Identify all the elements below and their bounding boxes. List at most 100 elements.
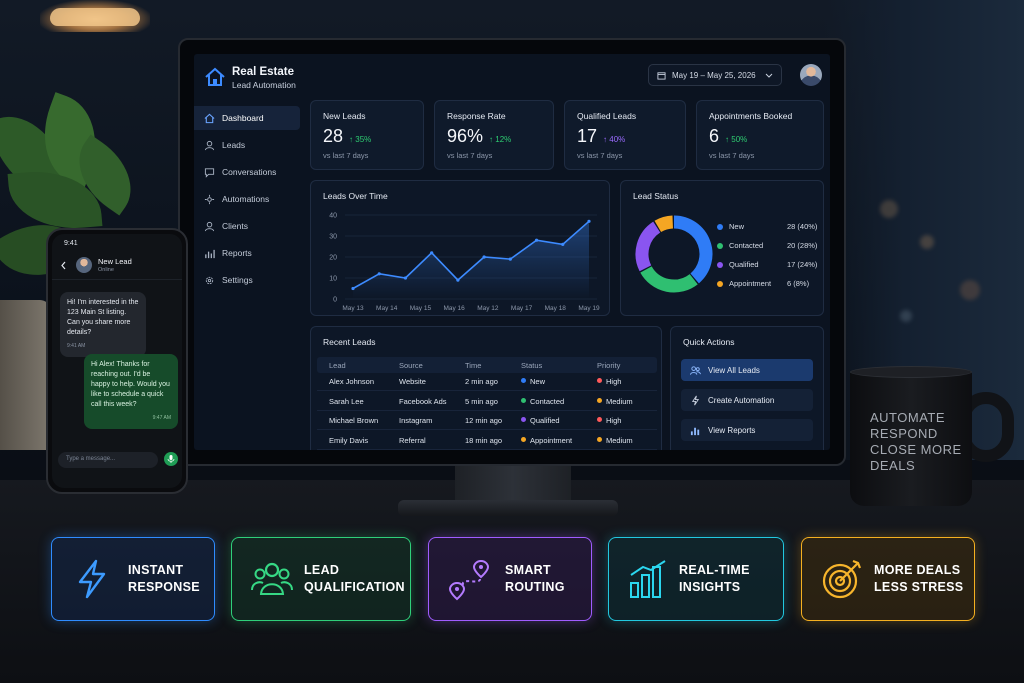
data-point[interactable]	[403, 276, 408, 280]
sidebar-item-label: Reports	[222, 248, 252, 258]
view-reports-button[interactable]: View Reports	[681, 419, 813, 441]
y-tick-label: 0	[333, 297, 337, 304]
kpi-card-appointments[interactable]: Appointments Booked 6 ↑ 50% vs last 7 day…	[696, 100, 824, 170]
legend-dot	[717, 281, 723, 287]
reports-icon	[205, 249, 215, 258]
kpi-title: Appointments Booked	[709, 111, 793, 121]
kpi-card-new-leads[interactable]: New Leads 28 ↑ 35% vs last 7 days	[310, 100, 424, 170]
legend-label: Appointment	[729, 279, 772, 288]
series-area	[353, 221, 589, 299]
kpi-change: ↑ 35%	[349, 135, 372, 144]
kpi-change: ↑ 40%	[603, 135, 626, 144]
message-input[interactable]: Type a message...	[58, 452, 158, 468]
kpi-change: ↑ 50%	[725, 135, 748, 144]
table-row[interactable]	[317, 412, 657, 430]
table-row[interactable]	[317, 373, 657, 391]
view-all-leads-button[interactable]: View All Leads	[681, 359, 813, 381]
table-cell-priority: Medium	[597, 436, 633, 445]
data-point[interactable]	[430, 251, 434, 255]
data-point[interactable]	[508, 257, 512, 261]
kpi-value: 17	[577, 126, 598, 146]
date-range-picker[interactable]: May 19 – May 25, 2026	[648, 64, 782, 86]
back-arrow-icon[interactable]	[60, 261, 67, 270]
data-point[interactable]	[534, 238, 539, 242]
table-cell-time: 12 min ago	[465, 416, 503, 425]
status-label: Appointment	[530, 435, 573, 445]
plant-pot	[0, 300, 50, 450]
mug-text-line: DEALS	[870, 458, 916, 473]
table-cell-source: Instagram	[399, 416, 433, 425]
table-cell-priority: High	[597, 377, 621, 386]
legend-dot	[717, 224, 723, 230]
sidebar-item-conversations[interactable]: Conversations	[194, 160, 300, 184]
sidebar-item-automations[interactable]: Automations	[194, 187, 300, 211]
kpi-card-qualified-leads[interactable]: Qualified Leads 17 ↑ 40% vs last 7 days	[564, 100, 686, 170]
contact-status: Online	[98, 267, 114, 273]
x-tick-label: May 12	[477, 305, 499, 312]
data-point[interactable]	[456, 278, 460, 282]
status-dot	[521, 397, 526, 403]
kpi-card-response-rate[interactable]: Response Rate 96% ↑ 12% vs last 7 days	[434, 100, 554, 170]
legend-item-appointment: Appointment 6 (8%)	[717, 278, 817, 290]
data-point[interactable]	[482, 255, 486, 259]
priority-label: High	[606, 377, 622, 386]
feature-title-line2: ROUTING	[505, 580, 565, 594]
sidebar-item-reports[interactable]: Reports	[194, 241, 300, 265]
microphone-button[interactable]	[164, 452, 178, 466]
create-automation-button[interactable]: Create Automation	[681, 389, 813, 411]
donut-slice-contacted[interactable]	[640, 265, 698, 293]
mug-text-line: AUTOMATE	[870, 410, 946, 425]
mug-text-line: RESPOND	[870, 426, 938, 441]
data-point[interactable]	[351, 286, 355, 291]
users-icon	[690, 365, 701, 375]
user-avatar[interactable]	[800, 64, 822, 86]
home-icon	[204, 113, 215, 123]
data-point[interactable]	[377, 272, 381, 276]
dashboard-screen: Real Estate Lead Automation May 19 – May…	[194, 54, 830, 450]
sidebar-item-clients[interactable]: Clients	[194, 214, 300, 238]
mug-rim	[850, 366, 972, 378]
feature-title-line1: INSTANT	[128, 563, 184, 577]
sidebar-item-settings[interactable]: Settings	[194, 268, 300, 292]
y-tick-label: 30	[329, 234, 337, 241]
smartphone: 9:41 New Lead Online Hi! I'm interested …	[46, 228, 188, 494]
table-cell-source: Facebook Ads	[399, 396, 447, 406]
x-tick-label: May 14	[376, 305, 398, 312]
column-header: Priority	[597, 361, 621, 370]
kpi-subtext: vs last 7 days	[709, 151, 755, 160]
quick-actions-panel: Quick Actions View All Leads Create Auto…	[670, 326, 824, 450]
data-point[interactable]	[561, 242, 565, 246]
status-dot	[521, 378, 526, 383]
donut-slice-qualified[interactable]	[635, 221, 661, 272]
legend-label: Contacted	[729, 241, 764, 250]
table-row[interactable]	[317, 432, 657, 450]
donut-slice-new[interactable]	[673, 215, 713, 284]
house-logo-icon	[205, 67, 225, 86]
donut-slice-appointment[interactable]	[654, 215, 674, 233]
table-cell-lead: Alex Johnson	[329, 377, 375, 386]
legend-value: 17 (24%)	[787, 260, 818, 269]
lead-status-donut-chart	[635, 215, 713, 293]
table-cell-status: Contacted	[521, 397, 564, 406]
outgoing-message-text: Hi Alex! Thanks for reaching out. I'd be…	[91, 361, 170, 408]
incoming-message-text: Hi! I'm interested in the 123 Main St li…	[67, 299, 139, 336]
column-header: Status	[521, 361, 543, 370]
leads-line-chart: 0 10 20 30 40 May 13 May 14 May 15 May 16 May 12 M…	[329, 213, 600, 313]
sidebar-item-leads[interactable]: Leads	[194, 133, 300, 157]
y-tick-label: 40	[329, 213, 337, 220]
table-row[interactable]	[317, 393, 657, 411]
kpi-subtext: vs last 7 days	[577, 151, 623, 160]
legend-value: 6 (8%)	[787, 279, 810, 288]
column-header: Source	[399, 361, 423, 370]
button-label: View All Leads	[708, 365, 760, 375]
monitor-base	[398, 500, 618, 516]
kpi-subtext: vs last 7 days	[447, 151, 493, 160]
sidebar-item-dashboard[interactable]: Dashboard	[194, 106, 300, 130]
data-point[interactable]	[587, 219, 591, 223]
status-dot	[521, 436, 526, 442]
priority-label: High	[606, 416, 622, 425]
app-header: Real Estate Lead Automation May 19 – May…	[194, 54, 830, 104]
automation-icon	[204, 194, 215, 204]
kpi-title: Qualified Leads	[577, 111, 637, 121]
contact-name: New Lead	[98, 257, 132, 266]
